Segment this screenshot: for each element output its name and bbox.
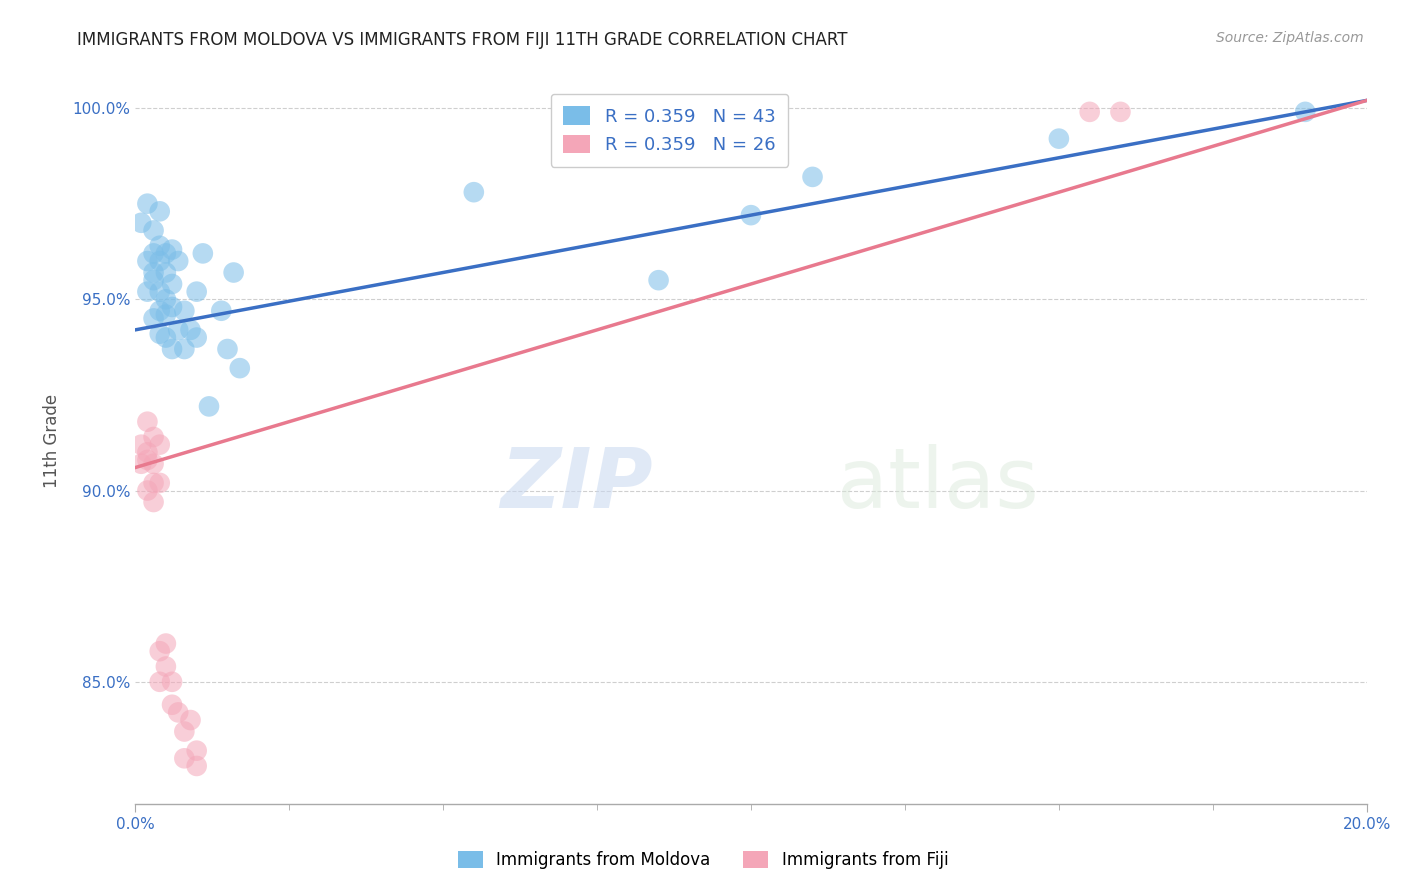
Point [149,204,172,219]
Point [198,400,221,414]
Point [149,303,172,318]
Point [801,169,824,184]
Y-axis label: 11th Grade: 11th Grade [44,393,60,488]
Point [160,277,183,291]
Point [160,674,183,689]
Text: Source: ZipAtlas.com: Source: ZipAtlas.com [1216,31,1364,45]
Point [186,759,208,773]
Point [1078,104,1101,119]
Point [155,266,177,280]
Point [167,323,190,337]
Point [180,713,202,727]
Point [173,751,195,765]
Point [229,361,252,376]
Point [167,254,190,268]
Legend: R = 0.359   N = 43, R = 0.359   N = 26: R = 0.359 N = 43, R = 0.359 N = 26 [551,94,789,167]
Point [149,238,172,252]
Point [222,266,245,280]
Point [160,342,183,356]
Point [149,437,172,451]
Point [167,706,190,720]
Point [463,185,485,199]
Point [149,644,172,658]
Point [136,453,159,467]
Point [149,674,172,689]
Point [155,636,177,650]
Point [149,475,172,490]
Point [1109,104,1132,119]
Point [149,254,172,268]
Point [740,208,762,222]
Point [129,457,152,471]
Text: atlas: atlas [837,444,1039,524]
Point [136,415,159,429]
Point [142,246,165,260]
Point [136,445,159,459]
Point [142,430,165,444]
Point [186,744,208,758]
Point [155,659,177,673]
Point [142,311,165,326]
Point [160,243,183,257]
Point [149,326,172,341]
Point [142,273,165,287]
Legend: Immigrants from Moldova, Immigrants from Fiji: Immigrants from Moldova, Immigrants from… [447,841,959,880]
Point [155,246,177,260]
Text: ZIP: ZIP [499,444,652,524]
Point [647,273,669,287]
Point [155,330,177,344]
Point [129,437,152,451]
Point [191,246,214,260]
Point [136,285,159,299]
Point [142,475,165,490]
Point [180,323,202,337]
Point [209,303,232,318]
Point [136,483,159,498]
Point [173,724,195,739]
Point [129,216,152,230]
Point [142,457,165,471]
Point [155,308,177,322]
Point [1047,131,1070,145]
Point [136,254,159,268]
Point [186,330,208,344]
Point [149,285,172,299]
Point [217,342,239,356]
Point [173,303,195,318]
Point [142,266,165,280]
Point [136,196,159,211]
Point [173,342,195,356]
Text: IMMIGRANTS FROM MOLDOVA VS IMMIGRANTS FROM FIJI 11TH GRADE CORRELATION CHART: IMMIGRANTS FROM MOLDOVA VS IMMIGRANTS FR… [77,31,848,49]
Point [1294,104,1316,119]
Point [142,495,165,509]
Point [160,300,183,314]
Point [186,285,208,299]
Point [155,293,177,307]
Point [142,223,165,237]
Point [160,698,183,712]
